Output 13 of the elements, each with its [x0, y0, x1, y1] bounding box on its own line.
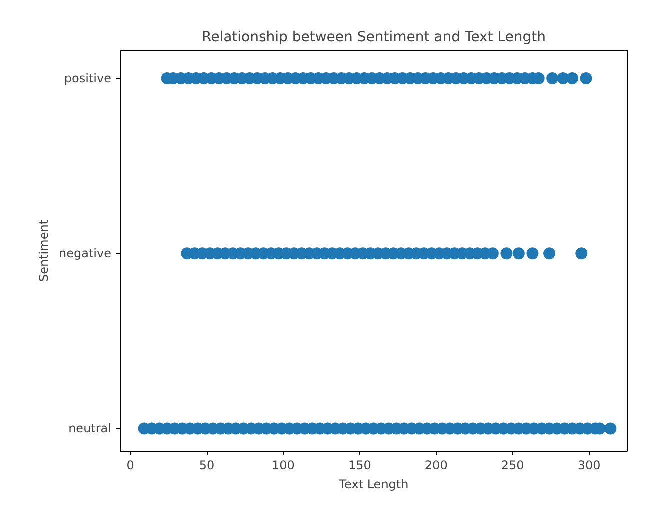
y-tick-label: negative — [59, 246, 112, 261]
y-tick-label: positive — [64, 72, 112, 86]
x-tick-label: 150 — [348, 458, 372, 472]
x-tick-label: 250 — [501, 458, 524, 472]
x-tick-label: 300 — [578, 458, 601, 472]
y-tick-label: neutral — [68, 422, 112, 436]
x-axis-title: Text Length — [338, 478, 409, 492]
x-tick-label: 200 — [424, 458, 448, 472]
chart-title: Relationship between Sentiment and Text Length — [202, 30, 546, 46]
x-tick-label: 50 — [199, 458, 215, 472]
x-tick-label: 100 — [272, 458, 295, 472]
x-tick-label: 0 — [126, 458, 134, 472]
y-axis-title: Sentiment — [37, 220, 52, 282]
